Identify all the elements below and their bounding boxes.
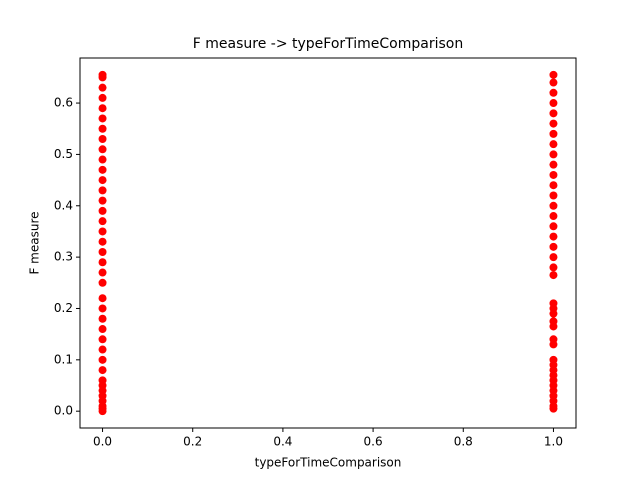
y-tick-label: 0.6: [54, 96, 73, 110]
point: [549, 109, 558, 118]
y-tick-label: 0.1: [54, 352, 73, 366]
point: [549, 299, 558, 308]
point: [98, 145, 107, 154]
point: [549, 99, 558, 108]
point: [98, 227, 107, 236]
point: [98, 135, 107, 144]
point: [549, 232, 558, 241]
point: [549, 212, 558, 221]
point: [98, 268, 107, 277]
x-axis-label: typeForTimeComparison: [255, 456, 402, 470]
point: [549, 88, 558, 97]
point: [98, 325, 107, 334]
y-tick-label: 0.5: [54, 147, 73, 161]
plot-frame: [79, 57, 577, 429]
y-tick-label: 0.3: [54, 250, 73, 264]
point: [549, 355, 558, 364]
point: [98, 83, 107, 92]
point: [98, 366, 107, 375]
point: [98, 104, 107, 113]
point: [549, 201, 558, 210]
point: [549, 335, 558, 344]
point: [98, 217, 107, 226]
point: [98, 70, 107, 79]
point: [98, 114, 107, 123]
x-tick-label: 0.2: [183, 435, 202, 449]
point: [98, 294, 107, 303]
point: [549, 242, 558, 251]
point: [98, 196, 107, 205]
point: [98, 314, 107, 323]
point: [549, 317, 558, 326]
point: [549, 160, 558, 169]
point: [98, 258, 107, 267]
point: [98, 355, 107, 364]
x-tick-label: 1.0: [544, 435, 563, 449]
point: [98, 186, 107, 195]
y-tick-label: 0.4: [54, 198, 73, 212]
point: [549, 170, 558, 179]
chart-title: F measure -> typeForTimeComparison: [193, 36, 463, 52]
point: [549, 140, 558, 149]
point: [549, 181, 558, 190]
point: [98, 93, 107, 102]
x-tick-label: 0.4: [273, 435, 292, 449]
point: [549, 253, 558, 262]
point: [549, 70, 558, 79]
x-tick-label: 0.6: [364, 435, 383, 449]
point: [549, 129, 558, 138]
x-tick-label: 0.8: [454, 435, 473, 449]
point: [98, 376, 107, 385]
y-axis-label: F measure: [28, 211, 42, 274]
x-tick-label: 0.0: [93, 435, 112, 449]
point: [98, 345, 107, 354]
point: [549, 263, 558, 272]
point: [549, 119, 558, 128]
point: [98, 206, 107, 215]
point: [98, 155, 107, 164]
point: [98, 335, 107, 344]
point: [549, 271, 558, 280]
point: [98, 165, 107, 174]
point: [98, 278, 107, 287]
point: [549, 222, 558, 231]
point: [98, 247, 107, 256]
y-tick-label: 0.0: [54, 404, 73, 418]
point: [98, 304, 107, 313]
point: [549, 191, 558, 200]
y-tick-label: 0.2: [54, 301, 73, 315]
point: [98, 237, 107, 246]
point: [549, 150, 558, 159]
point: [549, 78, 558, 87]
point: [98, 176, 107, 185]
point: [98, 124, 107, 133]
